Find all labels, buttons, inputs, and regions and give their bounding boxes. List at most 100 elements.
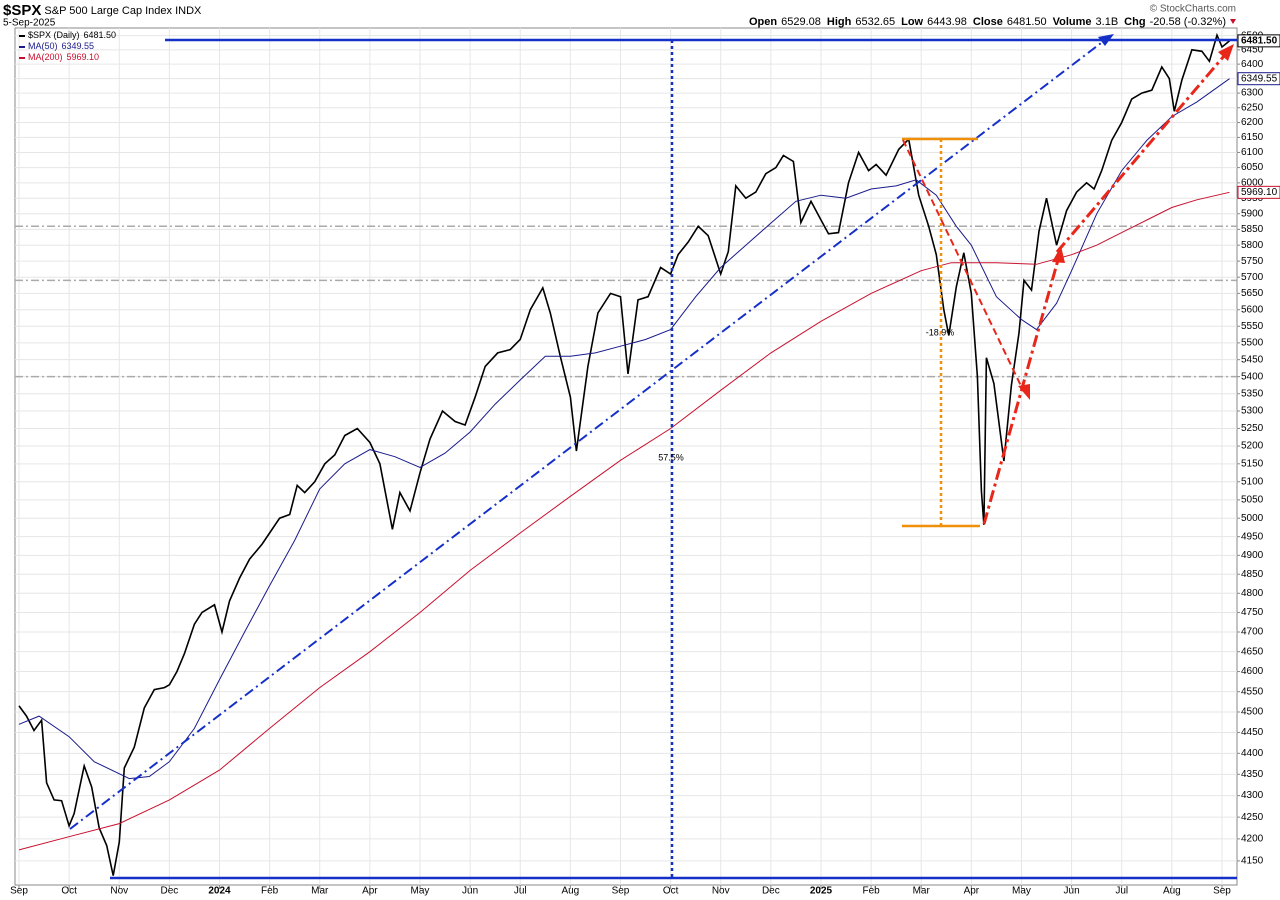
header-title: $SPX S&P 500 Large Cap Index INDX — [3, 2, 202, 19]
last-value-box — [1237, 72, 1280, 86]
quote-label: Close — [973, 16, 1003, 28]
quote-value: 6443.98 — [927, 16, 967, 28]
y-tick-label: 4450 — [1241, 727, 1264, 738]
legend-name: $SPX (Daily) — [28, 30, 80, 40]
uptrend-line — [1055, 55, 1226, 253]
last-value-label: 6481.50 — [1241, 36, 1278, 47]
y-tick-label: 5150 — [1241, 458, 1264, 469]
legend-value: 6481.50 — [84, 30, 117, 40]
y-tick-label: 6150 — [1241, 132, 1264, 143]
y-tick-label: 5800 — [1241, 240, 1264, 251]
y-tick-label: 6300 — [1241, 88, 1264, 99]
series-line — [18, 78, 1230, 780]
y-tick-label: 4650 — [1241, 646, 1264, 657]
y-tick-label: 4850 — [1241, 569, 1264, 580]
y-tick-label: 6250 — [1241, 102, 1264, 113]
y-tick-label: 6050 — [1241, 162, 1264, 173]
x-tick-label: Apr — [362, 886, 378, 897]
quote-label: Low — [901, 16, 923, 28]
x-tick-label: May — [411, 886, 430, 897]
x-tick-label: Jun — [462, 886, 478, 897]
trend-line — [69, 39, 1106, 830]
x-tick-label: Feb — [261, 886, 279, 897]
x-tick-label: Nov — [110, 886, 128, 897]
y-tick-label: 5550 — [1241, 321, 1264, 332]
y-tick-label: 5650 — [1241, 288, 1264, 299]
x-tick-label: Sep — [1213, 886, 1231, 897]
x-tick-label: Sep — [612, 886, 630, 897]
x-tick-label: Jul — [1115, 886, 1128, 897]
y-tick-label: 6100 — [1241, 147, 1264, 158]
x-tick-label: Nov — [712, 886, 730, 897]
y-tick-label: 4350 — [1241, 769, 1264, 780]
annotation: -18.9% — [926, 327, 955, 337]
series-line — [18, 32, 1231, 876]
y-tick-label: 4500 — [1241, 707, 1264, 718]
series-line — [18, 191, 1230, 851]
x-tick-label: Aug — [561, 886, 579, 897]
y-tick-label: 5100 — [1241, 476, 1264, 487]
y-tick-label: 5900 — [1241, 208, 1264, 219]
legend-entry: MA(200) 5969.10 — [28, 52, 99, 62]
change-marker — [1230, 19, 1236, 24]
y-tick-label: 6400 — [1241, 59, 1264, 70]
quote: Open 6529.08 High 6532.65 Low 6443.98 Close 648… — [749, 16, 1226, 28]
x-tick-label: Mar — [311, 886, 329, 897]
y-tick-label: 5300 — [1241, 406, 1264, 417]
y-tick-label: 5500 — [1241, 338, 1264, 349]
y-tick-label: 6000 — [1241, 177, 1264, 188]
quote-label: Open — [749, 16, 777, 28]
x-tick-label: Sep — [10, 886, 28, 897]
x-tick-label: Oct — [61, 886, 77, 897]
quote-value: 6481.50 — [1007, 16, 1047, 28]
header: $SPX S&P 500 Large Cap Index INDX 5-Sep-… — [3, 2, 1236, 29]
arrow-head — [1218, 44, 1234, 61]
y-tick-label: 4400 — [1241, 748, 1264, 759]
x-tick-label: May — [1012, 886, 1031, 897]
x-tick-label: Jun — [1064, 886, 1080, 897]
y-tick-label: 4950 — [1241, 531, 1264, 542]
y-axis: Sep Oct Nov Dec 2024 Feb Mar Apr May Jun Jul Aug Sep… — [10, 30, 1280, 897]
y-tick-label: 5200 — [1241, 441, 1264, 452]
x-tick-label: Oct — [663, 886, 679, 897]
quote-value: 6532.65 — [855, 16, 895, 28]
legend-name: MA(200) — [28, 52, 63, 62]
quote-value: -20.58 (-0.32%) — [1150, 16, 1226, 28]
quote-label: Volume — [1053, 16, 1092, 28]
grid — [15, 28, 1237, 885]
x-tick-label: 2024 — [208, 886, 231, 897]
y-tick-label: 5000 — [1241, 513, 1264, 524]
quote-label: High — [827, 16, 852, 28]
x-tick-label: Jul — [514, 886, 527, 897]
y-tick-label: 4200 — [1241, 834, 1264, 845]
y-tick-label: 6450 — [1241, 44, 1264, 55]
legend-entry: MA(50) 6349.55 — [28, 41, 94, 51]
quote-value: 6529.08 — [781, 16, 821, 28]
downtrend-line — [902, 139, 1023, 389]
y-tick-label: 5050 — [1241, 495, 1264, 506]
y-tick-label: 4700 — [1241, 627, 1264, 638]
y-tick-label: 5350 — [1241, 388, 1264, 399]
legend-entry: $SPX (Daily) 6481.50 — [28, 30, 116, 40]
y-tick-label: 5850 — [1241, 224, 1264, 235]
y-tick-label: 4550 — [1241, 686, 1264, 697]
x-tick-label: Mar — [913, 886, 931, 897]
legend-value: 5969.10 — [67, 52, 100, 62]
legend-value: 6349.55 — [62, 41, 95, 51]
series-lines — [18, 32, 1231, 876]
y-tick-label: 4300 — [1241, 790, 1264, 801]
x-tick-label: Dec — [762, 886, 780, 897]
x-tick-label: Aug — [1163, 886, 1181, 897]
quote-value: 3.1B — [1096, 16, 1119, 28]
y-tick-label: 5400 — [1241, 371, 1264, 382]
last-value-box — [1237, 185, 1280, 199]
last-value-label: 6349.55 — [1241, 73, 1278, 84]
y-tick-label: 4250 — [1241, 812, 1264, 823]
legend-name: MA(50) — [28, 41, 58, 51]
y-tick-label: 4800 — [1241, 588, 1264, 599]
x-tick-label: Apr — [964, 886, 980, 897]
arrow-head — [1052, 246, 1065, 263]
y-tick-label: 5700 — [1241, 272, 1264, 283]
